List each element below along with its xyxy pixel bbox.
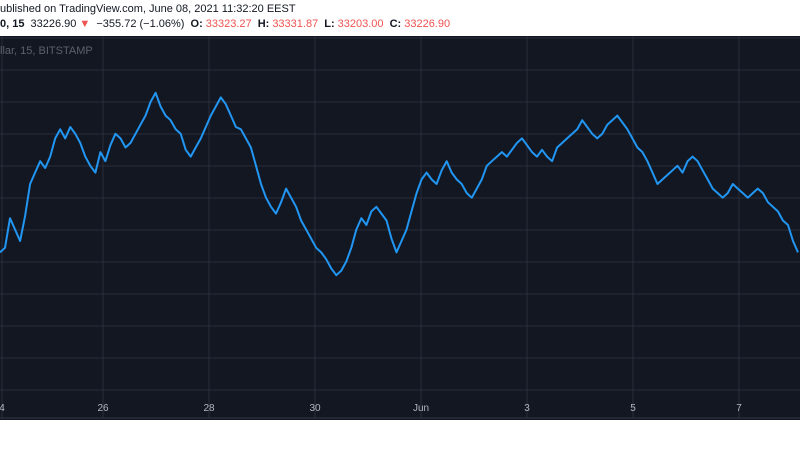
close-label: C: xyxy=(389,18,402,30)
symbol-label: 0, 15 xyxy=(0,18,25,30)
close-value: 33226.90 xyxy=(404,18,451,30)
price-change: −355.72 (−1.06%) xyxy=(96,18,185,30)
open-label: O: xyxy=(190,18,203,30)
published-info: ublished on TradingView.com, June 08, 20… xyxy=(0,3,296,15)
down-arrow-icon: ▼ xyxy=(79,18,91,30)
high-value: 33331.87 xyxy=(272,18,319,30)
high-label: H: xyxy=(257,18,270,30)
x-tick-label: 4 xyxy=(0,403,5,414)
x-tick-label: 30 xyxy=(309,403,321,414)
published-text: ublished on TradingView.com, June 08, 20… xyxy=(0,3,296,15)
x-tick-label: 5 xyxy=(630,403,636,414)
x-tick-label: 7 xyxy=(736,403,742,414)
chart-grid xyxy=(0,36,800,418)
chart-subtitle: llar, 15, BITSTAMP xyxy=(0,45,93,57)
x-tick-label: Jun xyxy=(413,403,429,414)
x-tick-label: 26 xyxy=(97,403,109,414)
low-label: L: xyxy=(324,18,335,30)
x-tick-label: 28 xyxy=(203,403,215,414)
open-value: 33323.27 xyxy=(205,18,252,30)
last-price: 33226.90 xyxy=(30,18,77,30)
chart-area[interactable] xyxy=(0,36,800,420)
low-value: 33203.00 xyxy=(337,18,384,30)
ohlc-legend: 0, 15 33226.90 ▼ −355.72 (−1.06%) O: 33323… xyxy=(0,18,453,30)
x-tick-label: 3 xyxy=(524,403,530,414)
chart-header: ublished on TradingView.com, June 08, 20… xyxy=(0,0,800,36)
price-chart[interactable]: 4 26 28 30 Jun 3 5 7 xyxy=(0,36,800,420)
x-axis: 4 26 28 30 Jun 3 5 7 xyxy=(0,403,742,414)
price-line xyxy=(0,91,799,277)
